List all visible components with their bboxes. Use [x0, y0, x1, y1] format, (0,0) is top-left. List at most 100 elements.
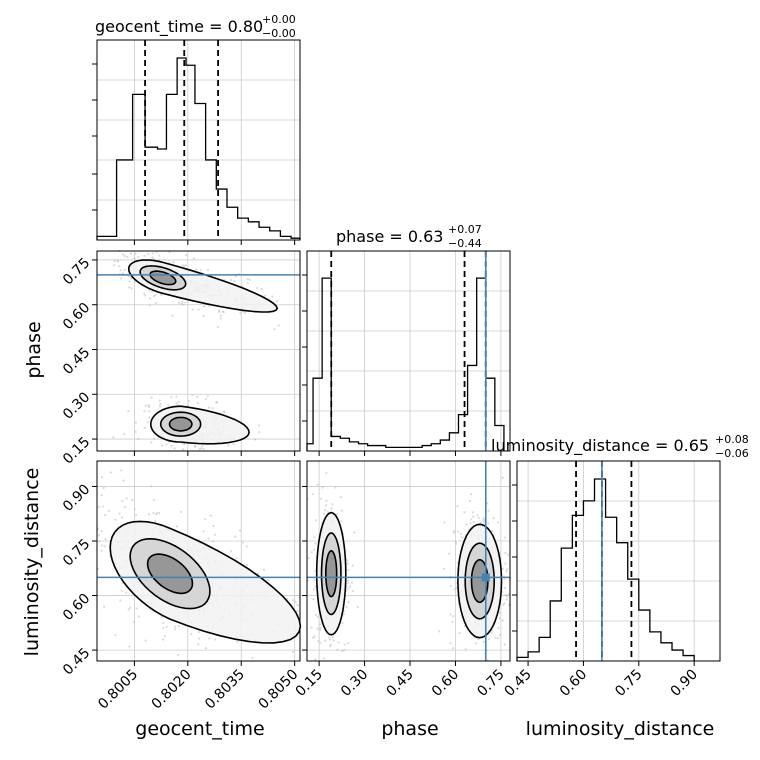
sample-point: [453, 588, 456, 591]
sample-point: [241, 541, 244, 544]
sample-point: [153, 437, 156, 441]
sample-point: [449, 641, 452, 645]
sample-point: [334, 486, 337, 489]
sample-point: [219, 317, 222, 320]
sample-point: [506, 553, 509, 556]
sample-point: [291, 650, 295, 654]
sample-point: [209, 514, 212, 517]
sample-point: [319, 623, 322, 626]
sample-point: [181, 300, 184, 303]
sample-point: [132, 620, 135, 624]
sample-point: [316, 615, 319, 618]
sample-point: [324, 639, 327, 642]
sample-point: [482, 519, 485, 522]
sample-point: [113, 260, 116, 263]
ytick-label-luminosity_distance: 0.60: [60, 591, 93, 624]
ylabel-luminosity-distance: luminosity_distance: [21, 468, 43, 657]
sample-point: [150, 485, 153, 488]
sample-point: [314, 585, 317, 588]
ytick-label-luminosity_distance: 0.90: [60, 482, 93, 515]
sample-point: [340, 520, 343, 523]
sample-point: [254, 438, 257, 441]
sample-point: [218, 309, 221, 312]
sample-point: [251, 656, 254, 660]
sample-point: [196, 395, 199, 398]
sample-point: [144, 294, 147, 297]
sample-point: [234, 535, 237, 538]
sample-point: [313, 536, 316, 539]
sample-point: [199, 269, 202, 272]
sample-point: [162, 621, 165, 624]
sample-point: [100, 549, 103, 552]
sample-point: [266, 579, 270, 582]
sample-point: [207, 406, 210, 409]
sample-point: [119, 599, 122, 602]
sample-point: [202, 447, 205, 451]
sample-point: [494, 636, 497, 639]
sample-point: [131, 498, 134, 502]
sample-point: [472, 511, 475, 514]
sample-point: [207, 537, 210, 540]
sample-point: [126, 255, 129, 259]
sample-point: [101, 505, 105, 508]
ytick-label-luminosity_distance: 0.75: [60, 536, 93, 569]
sample-point: [104, 538, 107, 541]
sample-point: [311, 493, 314, 496]
sample-point: [143, 292, 146, 295]
sample-point: [147, 405, 151, 409]
sample-point: [504, 593, 507, 597]
sample-point: [180, 302, 183, 305]
ytick-label-phase: 0.60: [60, 300, 93, 333]
sample-point: [316, 627, 319, 630]
sample-point: [339, 495, 342, 499]
sample-point: [498, 633, 502, 637]
sample-point: [262, 568, 266, 571]
sample-point: [120, 516, 124, 519]
sample-point: [496, 636, 500, 640]
sample-point: [154, 513, 157, 516]
sample-point: [310, 626, 313, 629]
sample-point: [312, 588, 315, 591]
sample-point: [211, 540, 215, 543]
sample-point: [314, 658, 317, 661]
sample-point: [316, 483, 319, 486]
sample-point: [347, 587, 350, 590]
sample-point: [472, 515, 475, 518]
sample-point: [112, 436, 115, 439]
sample-point: [98, 505, 101, 509]
sample-point: [127, 608, 130, 611]
sample-point: [291, 599, 295, 602]
sample-point: [181, 264, 184, 267]
sample-point: [313, 548, 316, 551]
sample-point: [256, 572, 260, 575]
sample-point: [328, 636, 331, 639]
sample-point: [307, 557, 310, 560]
xtick-label-geocent_time: 0.8005: [95, 667, 141, 713]
sample-point: [133, 508, 136, 511]
sample-point: [487, 638, 491, 641]
xtick-label-geocent_time: 0.8035: [202, 667, 248, 713]
sample-point: [177, 653, 180, 657]
sample-point: [325, 504, 328, 507]
sample-point: [322, 657, 325, 660]
sample-point: [469, 493, 473, 496]
sample-point: [147, 404, 150, 407]
sample-point: [198, 630, 201, 634]
sample-point: [128, 645, 131, 648]
sample-point: [331, 636, 334, 639]
sample-point: [114, 518, 117, 521]
sample-point: [208, 637, 211, 640]
sample-point: [341, 621, 344, 625]
sample-point: [454, 540, 457, 544]
sample-point: [114, 634, 117, 637]
sample-point: [346, 559, 349, 562]
sample-point: [184, 254, 188, 257]
sample-point: [505, 570, 508, 573]
sample-point: [351, 564, 354, 567]
sample-point: [497, 626, 500, 629]
sample-point: [121, 253, 125, 256]
sample-point: [276, 299, 279, 303]
sample-point: [197, 308, 200, 311]
xtick-label-luminosity_distance: 0.90: [668, 667, 701, 700]
sample-point: [448, 552, 451, 555]
